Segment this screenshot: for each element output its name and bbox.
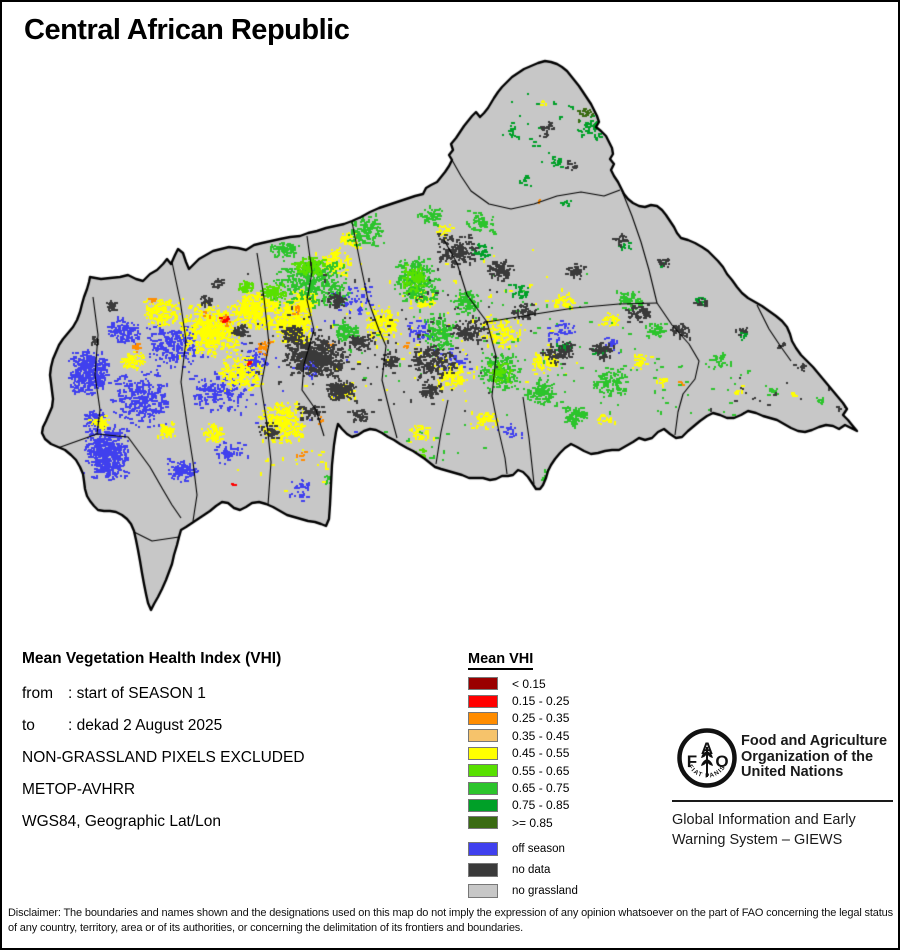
- fao-logo-icon: A F O FIAT PANIS: [677, 728, 737, 788]
- info-to-value: : dekad 2 August 2025: [68, 717, 223, 734]
- info-to-label: to: [22, 717, 35, 734]
- legend-label: no grassland: [512, 885, 578, 898]
- legend-label: 0.75 - 0.85: [512, 798, 570, 813]
- legend-row: 0.75 - 0.85: [468, 797, 578, 814]
- legend-row: no grassland: [468, 881, 578, 902]
- legend-label: < 0.15: [512, 676, 546, 691]
- legend-label: 0.25 - 0.35: [512, 711, 570, 726]
- legend-label: 0.45 - 0.55: [512, 746, 570, 761]
- info-line-projection: WGS84, Geographic Lat/Lon: [22, 813, 222, 830]
- fao-org-name: Food and Agriculture Organization of the…: [741, 733, 888, 781]
- car-vhi-map: [0, 0, 900, 645]
- vhi-legend: Mean VHI < 0.15 0.15 - 0.25 0.25 - 0.35 0.3…: [468, 650, 578, 902]
- info-heading: Mean Vegetation Health Index (VHI): [22, 650, 282, 667]
- disclaimer-text: Disclaimer: The boundaries and names sho…: [8, 907, 893, 934]
- legend-swatch: [468, 816, 498, 830]
- vhi-legend-heading: Mean VHI: [468, 651, 534, 670]
- info-from-value: : start of SEASON 1: [68, 685, 206, 702]
- vhi-legend-extra: off season no data no grassland: [468, 839, 578, 902]
- legend-swatch: [468, 729, 498, 743]
- fao-divider-line: [672, 800, 893, 802]
- legend-swatch: [468, 781, 498, 795]
- fao-org-line3: United Nations: [741, 764, 844, 780]
- legend-swatch: [468, 863, 498, 878]
- legend-row: 0.65 - 0.75: [468, 779, 578, 796]
- legend-row: < 0.15: [468, 675, 578, 692]
- legend-swatch: [468, 842, 498, 857]
- vhi-legend-classes: < 0.15 0.15 - 0.25 0.25 - 0.35 0.35 - 0.45 0…: [468, 675, 578, 832]
- giews-line2: Warning System – GIEWS: [672, 832, 843, 848]
- info-line-sensor: METOP-AVHRR: [22, 781, 136, 798]
- legend-label: 0.65 - 0.75: [512, 781, 570, 796]
- legend-row: 0.45 - 0.55: [468, 745, 578, 762]
- giews-label: Global Information and Early Warning Sys…: [672, 810, 856, 850]
- legend-swatch: [468, 884, 498, 899]
- map-info-block: Mean Vegetation Health Index (VHI) from:…: [22, 650, 305, 845]
- legend-label: 0.35 - 0.45: [512, 728, 570, 743]
- legend-swatch: [468, 694, 498, 708]
- legend-label: >= 0.85: [512, 815, 553, 830]
- info-line-nongrassland: NON-GRASSLAND PIXELS EXCLUDED: [22, 749, 305, 766]
- giews-line1: Global Information and Early: [672, 812, 856, 828]
- svg-text:O: O: [715, 752, 728, 771]
- info-to-row: to : dekad 2 August 2025: [22, 717, 305, 734]
- info-from-row: from : start of SEASON 1: [22, 685, 305, 702]
- legend-row: 0.25 - 0.35: [468, 710, 578, 727]
- legend-label: 0.55 - 0.65: [512, 763, 570, 778]
- legend-swatch: [468, 746, 498, 760]
- fao-org-line1: Food and Agriculture: [741, 733, 888, 749]
- legend-row: >= 0.85: [468, 814, 578, 831]
- legend-row: no data: [468, 860, 578, 881]
- info-from-label: from: [22, 685, 53, 702]
- legend-swatch: [468, 677, 498, 691]
- legend-row: 0.15 - 0.25: [468, 692, 578, 709]
- legend-row: off season: [468, 839, 578, 860]
- legend-label: no data: [512, 864, 551, 877]
- legend-swatch: [468, 798, 498, 812]
- legend-swatch: [468, 711, 498, 725]
- legend-row: 0.55 - 0.65: [468, 762, 578, 779]
- svg-text:F: F: [687, 752, 697, 771]
- legend-label: 0.15 - 0.25: [512, 694, 570, 709]
- legend-row: 0.35 - 0.45: [468, 727, 578, 744]
- legend-label: off season: [512, 843, 565, 856]
- fao-org-line2: Organization of the: [741, 748, 874, 765]
- legend-swatch: [468, 764, 498, 778]
